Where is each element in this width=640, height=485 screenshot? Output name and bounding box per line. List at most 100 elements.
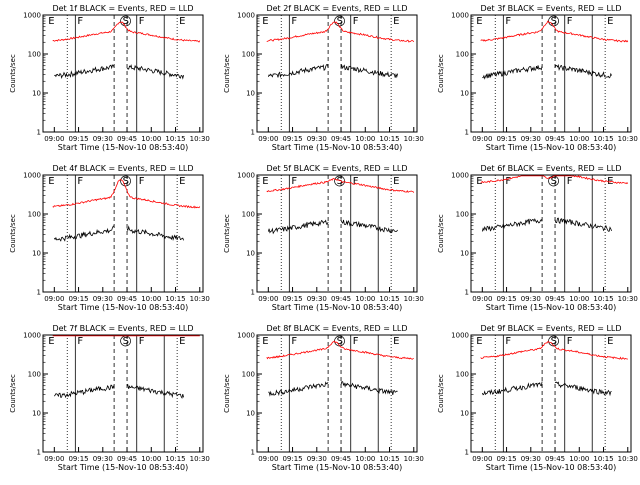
marker-label-E: E bbox=[393, 16, 399, 27]
y-tick-label: 1 bbox=[251, 289, 255, 297]
marker-label-F: F bbox=[77, 16, 83, 27]
marker-s-circle bbox=[120, 15, 131, 27]
series-lld bbox=[480, 20, 629, 43]
y-tick-label: 1000 bbox=[23, 332, 41, 340]
series-lld bbox=[266, 177, 415, 193]
marker-label-F: F bbox=[139, 336, 145, 347]
marker-label-S: S bbox=[551, 16, 557, 27]
x-tick-label: 10:00 bbox=[355, 455, 375, 463]
panel-det-5: Det 5f BLACK = Events, RED = LLD 1 10 100 10… bbox=[223, 164, 424, 312]
series-events bbox=[267, 219, 329, 235]
x-tick-label: 09:45 bbox=[331, 455, 351, 463]
x-tick-label: 09:15 bbox=[496, 135, 516, 143]
panel-title: Det 3f BLACK = Events, RED = LLD bbox=[480, 4, 621, 13]
x-tick-label: 09:30 bbox=[307, 455, 327, 463]
x-tick-label: 09:30 bbox=[93, 295, 113, 303]
panel-det-2: Det 2f BLACK = Events, RED = LLD 1 10 100 10… bbox=[223, 4, 424, 152]
x-tick-label: 09:30 bbox=[307, 135, 327, 143]
x-tick-label: 10:15 bbox=[379, 135, 399, 143]
x-tick-label: 10:15 bbox=[379, 455, 399, 463]
series-lld bbox=[52, 21, 201, 43]
marker-label-F: F bbox=[139, 16, 145, 27]
marker-label-E: E bbox=[262, 16, 268, 27]
x-tick-label: 09:15 bbox=[282, 135, 302, 143]
marker-label-S: S bbox=[123, 16, 129, 27]
x-tick-label: 09:15 bbox=[68, 455, 88, 463]
marker-label-E: E bbox=[262, 176, 268, 187]
y-tick-label: 1 bbox=[251, 449, 255, 457]
x-tick-label: 09:15 bbox=[282, 455, 302, 463]
x-tick-label: 10:30 bbox=[190, 455, 210, 463]
series-events bbox=[53, 384, 115, 399]
x-tick-label: 09:30 bbox=[93, 455, 113, 463]
x-tick-label: 09:00 bbox=[258, 295, 278, 303]
x-tick-label: 09:45 bbox=[331, 295, 351, 303]
x-tick-label: 09:00 bbox=[44, 295, 64, 303]
series-events bbox=[53, 225, 115, 242]
y-tick-label: 1 bbox=[465, 129, 469, 137]
x-tick-label: 09:15 bbox=[496, 455, 516, 463]
marker-label-S: S bbox=[123, 176, 129, 187]
series-events bbox=[126, 225, 184, 242]
marker-label-F: F bbox=[353, 16, 359, 27]
x-tick-label: 10:00 bbox=[355, 295, 375, 303]
y-tick-label: 10 bbox=[460, 90, 469, 98]
x-axis-label: Start Time (15-Nov-10 08:53:40) bbox=[272, 143, 402, 152]
plot-frame bbox=[470, 174, 632, 293]
x-tick-label: 09:45 bbox=[545, 455, 565, 463]
y-tick-label: 10 bbox=[32, 410, 41, 418]
x-tick-label: 10:30 bbox=[618, 455, 638, 463]
x-tick-label: 09:30 bbox=[307, 295, 327, 303]
y-tick-label: 100 bbox=[242, 211, 255, 219]
marker-s-circle bbox=[334, 175, 345, 187]
panel-title: Det 8f BLACK = Events, RED = LLD bbox=[266, 324, 407, 333]
plot-frame bbox=[42, 334, 204, 453]
marker-label-E: E bbox=[179, 16, 185, 27]
x-tick-label: 10:30 bbox=[404, 455, 424, 463]
x-tick-label: 10:00 bbox=[569, 295, 589, 303]
y-tick-label: 1 bbox=[465, 289, 469, 297]
marker-label-F: F bbox=[291, 16, 297, 27]
series-events bbox=[340, 381, 398, 395]
x-tick-label: 10:15 bbox=[165, 295, 185, 303]
plot-frame bbox=[42, 174, 204, 293]
panel-title: Det 1f BLACK = Events, RED = LLD bbox=[52, 4, 193, 13]
series-events bbox=[340, 63, 398, 79]
y-tick-label: 1000 bbox=[23, 12, 41, 20]
x-tick-label: 09:00 bbox=[258, 455, 278, 463]
panel-det-9: Det 9f BLACK = Events, RED = LLD 1 10 100 10… bbox=[437, 324, 638, 472]
x-tick-label: 10:00 bbox=[141, 455, 161, 463]
marker-label-F: F bbox=[291, 336, 297, 347]
x-tick-label: 10:15 bbox=[593, 135, 613, 143]
series-events bbox=[126, 64, 184, 80]
y-tick-label: 10 bbox=[246, 90, 255, 98]
marker-label-S: S bbox=[337, 336, 343, 347]
marker-label-F: F bbox=[139, 176, 145, 187]
y-tick-label: 1000 bbox=[237, 172, 255, 180]
y-axis-label: Counts/sec bbox=[437, 54, 445, 93]
x-tick-label: 10:15 bbox=[593, 455, 613, 463]
panel-title: Det 9f BLACK = Events, RED = LLD bbox=[480, 324, 621, 333]
x-tick-label: 09:30 bbox=[521, 135, 541, 143]
y-tick-label: 100 bbox=[456, 211, 469, 219]
series-events bbox=[268, 381, 329, 397]
x-tick-label: 09:15 bbox=[496, 295, 516, 303]
x-tick-label: 09:30 bbox=[521, 295, 541, 303]
series-lld bbox=[52, 179, 201, 209]
x-tick-label: 09:15 bbox=[68, 295, 88, 303]
x-axis-label: Start Time (15-Nov-10 08:53:40) bbox=[58, 143, 188, 152]
y-tick-label: 10 bbox=[32, 90, 41, 98]
plot-frame bbox=[42, 14, 204, 133]
x-axis-label: Start Time (15-Nov-10 08:53:40) bbox=[486, 463, 616, 472]
y-tick-label: 1 bbox=[37, 449, 41, 457]
y-tick-label: 10 bbox=[246, 410, 255, 418]
series-events bbox=[340, 219, 398, 234]
y-tick-label: 100 bbox=[456, 51, 469, 59]
x-tick-label: 10:30 bbox=[404, 135, 424, 143]
y-tick-label: 1000 bbox=[451, 332, 469, 340]
x-tick-label: 10:15 bbox=[379, 295, 399, 303]
x-tick-label: 09:15 bbox=[282, 295, 302, 303]
marker-label-E: E bbox=[476, 336, 482, 347]
y-tick-label: 1 bbox=[465, 449, 469, 457]
